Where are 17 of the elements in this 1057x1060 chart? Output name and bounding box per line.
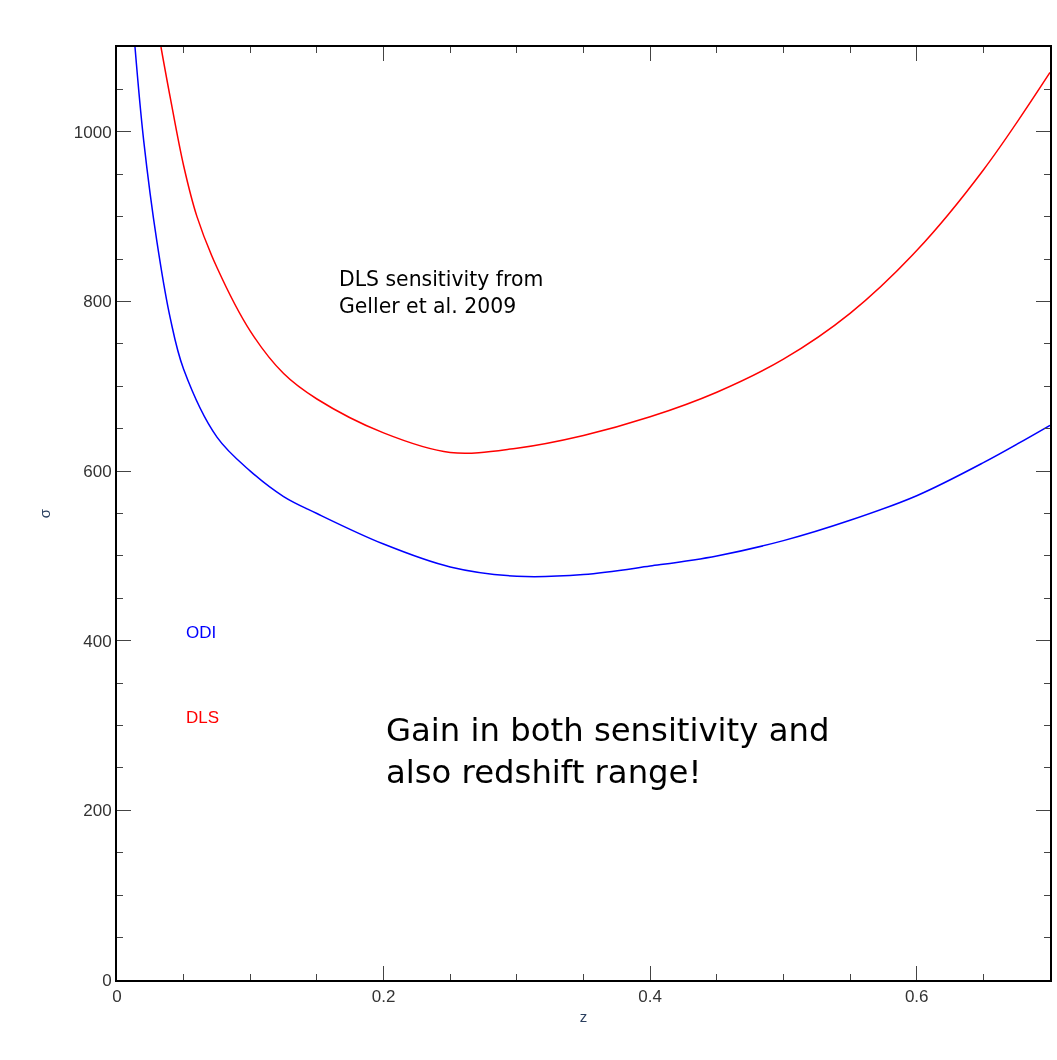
x-tick-label: 0.4 <box>638 987 662 1007</box>
annotation: Gain in both sensitivity and also redshift range! <box>386 711 830 791</box>
y-tick-label: 200 <box>83 801 112 821</box>
x-tick-label: 0.6 <box>904 987 929 1007</box>
text: ODI <box>186 623 217 642</box>
y-tick-label: 600 <box>83 462 112 482</box>
text: DLS <box>186 708 220 727</box>
line-series <box>134 47 1050 578</box>
y-tick-label: 1000 <box>73 122 112 142</box>
x-axis-title: z <box>579 1007 588 1025</box>
annotation: DLS sensitivity from Geller et al. 2009 <box>339 267 544 318</box>
line-series <box>160 47 1050 454</box>
y-axis-title: σ <box>35 508 53 519</box>
y-tick-label: 800 <box>83 292 112 312</box>
y-tick-label: 400 <box>83 631 112 651</box>
x-tick-label: 0.2 <box>371 987 396 1007</box>
y-tick-label: 0 <box>102 970 112 990</box>
